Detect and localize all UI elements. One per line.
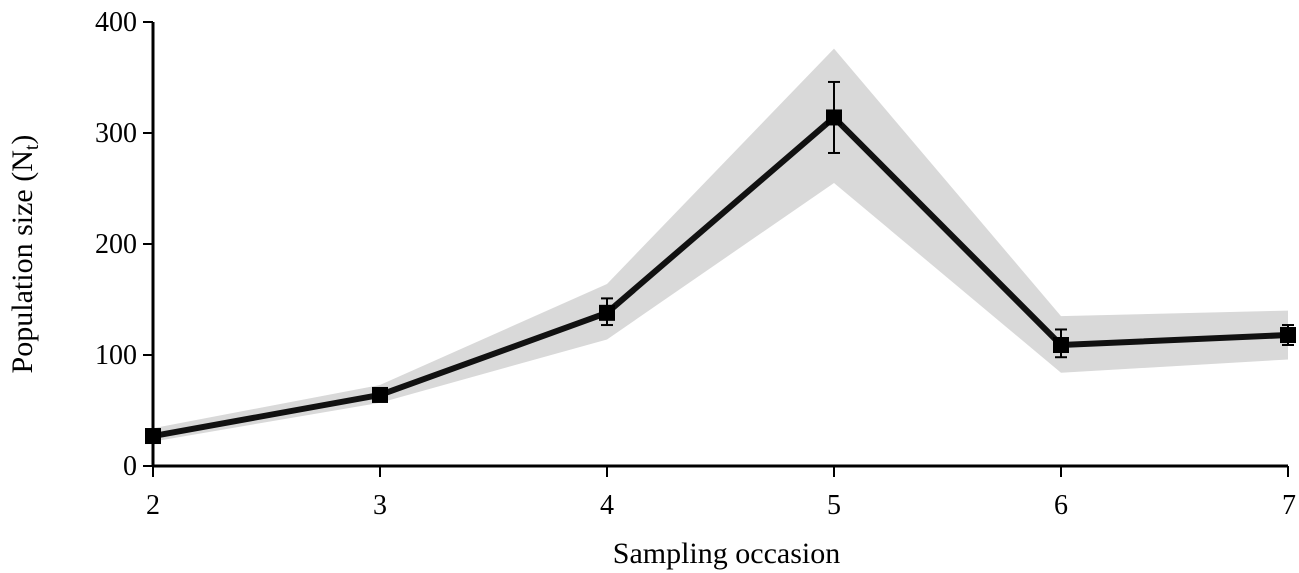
x-tick-label: 4 [600,490,614,521]
y-ticks: 0 100 200 300 400 [95,7,153,482]
x-tick-label: 3 [373,490,387,521]
x-axis-title: Sampling occasion [613,537,840,570]
y-tick-label: 0 [123,451,137,482]
confidence-band-layer [153,48,1288,442]
y-axis-title: Population size (Nt) [6,135,43,374]
y-tick-label: 300 [95,118,137,149]
x-tick-label: 5 [827,490,841,521]
y-tick-label: 400 [95,7,137,38]
y-tick-label: 100 [95,340,137,371]
series-line-layer [152,114,1289,439]
x-ticks: 2 3 4 5 6 7 [146,466,1296,521]
data-point [1280,327,1296,344]
marker-layer [145,109,1296,445]
y-axis-title-main: Population size (N [6,150,39,373]
x-tick-label: 7 [1282,490,1296,521]
data-point [599,304,615,321]
y-axis-title-subscript: t [21,144,43,150]
y-axis-title-close: ) [6,135,39,145]
series-line [152,114,1289,439]
data-point [372,386,388,403]
data-point [1053,337,1069,354]
data-point [826,109,842,126]
y-tick-label: 200 [95,229,137,260]
confidence-band [153,48,1288,442]
x-tick-label: 2 [146,490,160,521]
x-tick-label: 6 [1054,490,1068,521]
